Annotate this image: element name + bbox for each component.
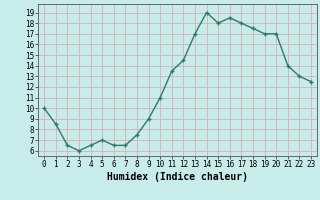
X-axis label: Humidex (Indice chaleur): Humidex (Indice chaleur) (107, 172, 248, 182)
